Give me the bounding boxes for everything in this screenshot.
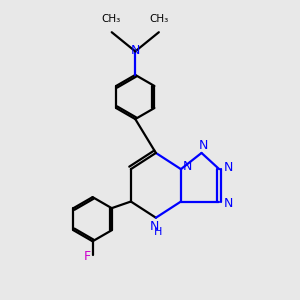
Text: N: N: [198, 139, 208, 152]
Text: CH₃: CH₃: [101, 14, 121, 24]
Text: F: F: [84, 250, 91, 262]
Text: N: N: [183, 160, 192, 173]
Text: CH₃: CH₃: [150, 14, 169, 24]
Text: N: N: [223, 197, 233, 210]
Text: N: N: [150, 220, 159, 233]
Text: H: H: [154, 227, 162, 237]
Text: N: N: [130, 44, 140, 57]
Text: N: N: [224, 161, 233, 174]
